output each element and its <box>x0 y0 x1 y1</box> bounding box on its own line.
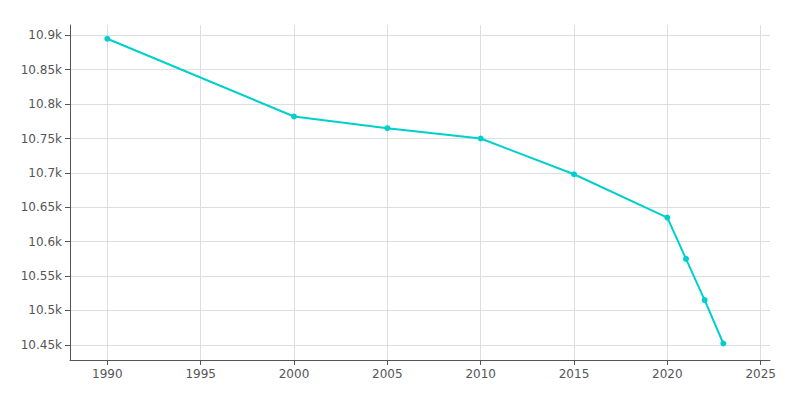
svg-text:10.55k: 10.55k <box>21 269 62 283</box>
svg-text:2015: 2015 <box>559 367 590 381</box>
svg-text:2000: 2000 <box>279 367 310 381</box>
svg-text:10.45k: 10.45k <box>21 338 62 352</box>
svg-text:1990: 1990 <box>92 367 123 381</box>
svg-text:10.6k: 10.6k <box>28 235 62 249</box>
svg-text:10.85k: 10.85k <box>21 63 62 77</box>
svg-text:2010: 2010 <box>465 367 496 381</box>
svg-text:10.65k: 10.65k <box>21 200 62 214</box>
svg-text:10.8k: 10.8k <box>28 97 62 111</box>
svg-text:10.9k: 10.9k <box>28 28 62 42</box>
svg-text:10.5k: 10.5k <box>28 303 62 317</box>
svg-text:10.75k: 10.75k <box>21 132 62 146</box>
svg-text:10.7k: 10.7k <box>28 166 62 180</box>
svg-text:2020: 2020 <box>652 367 683 381</box>
svg-text:1995: 1995 <box>185 367 216 381</box>
svg-text:2005: 2005 <box>372 367 403 381</box>
svg-text:2025: 2025 <box>745 367 776 381</box>
